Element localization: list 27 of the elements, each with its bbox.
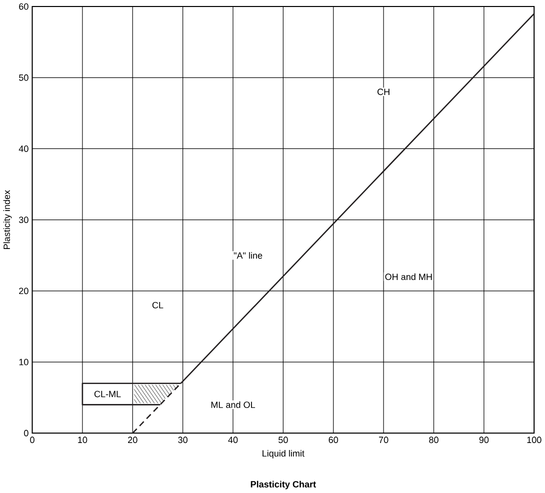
y-tick-label: 20 (19, 288, 28, 294)
x-tick-label: 100 (527, 436, 542, 444)
y-tick-label: 0 (24, 430, 28, 437)
x-axis-title: Liquid limit (262, 450, 304, 459)
x-tick-label: 30 (178, 436, 188, 444)
annotation: CL (152, 302, 164, 309)
y-tick-label: 30 (19, 216, 28, 224)
annotation: CH (378, 88, 390, 96)
y-tick-label: 60 (19, 4, 28, 10)
y-tick-label: 10 (19, 359, 28, 366)
text: Plasticity Chart (250, 481, 316, 490)
x-tick-label: 20 (128, 436, 138, 444)
x-tick-label: 0 (30, 436, 34, 444)
y-axis-title: Plasticity index (3, 190, 12, 250)
x-tick-label: 90 (479, 436, 489, 444)
x-tick-label: 80 (429, 436, 438, 444)
annotation: "A" line (234, 252, 262, 259)
x-tick-label: 10 (78, 436, 88, 444)
y-tick-label: 50 (19, 74, 28, 82)
y-tick-label: 40 (18, 146, 28, 152)
x-tick-label: 70 (378, 436, 388, 444)
annotation: OH and MH (385, 274, 432, 280)
x-tick-label: 40 (228, 436, 238, 444)
x-tick-label: 50 (278, 436, 288, 444)
x-tick-label: 60 (328, 436, 338, 444)
annotation: CL-ML (94, 391, 121, 398)
annotation: ML and OL (211, 402, 256, 408)
